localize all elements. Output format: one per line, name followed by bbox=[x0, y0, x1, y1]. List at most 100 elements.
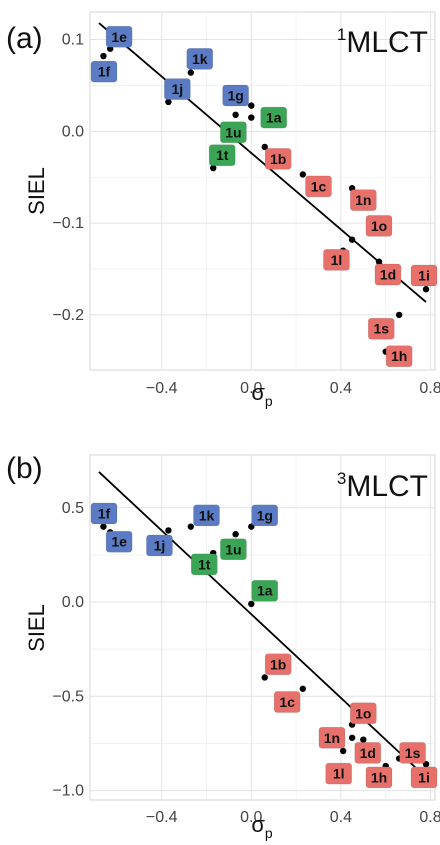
label-box bbox=[410, 766, 438, 789]
data-point-1f bbox=[100, 52, 107, 60]
data-point-1u bbox=[232, 530, 239, 538]
x-axis-title-a: σp bbox=[251, 380, 273, 409]
x-axis-sub-b: p bbox=[265, 825, 273, 841]
label-text: 1t bbox=[216, 147, 229, 163]
label-box bbox=[367, 317, 395, 340]
data-point-1b bbox=[261, 143, 268, 151]
label-box bbox=[318, 726, 346, 749]
label-text: 1j bbox=[172, 81, 184, 97]
label-box bbox=[222, 84, 249, 107]
point-label-1o: 1o bbox=[350, 702, 377, 725]
label-box bbox=[305, 175, 332, 198]
label-text: 1d bbox=[380, 267, 396, 283]
label-text: 1f bbox=[98, 505, 111, 521]
point-label-1g: 1g bbox=[251, 504, 279, 527]
label-box bbox=[208, 144, 236, 166]
label-box bbox=[190, 553, 218, 576]
x-axis-base-a: σ bbox=[251, 380, 265, 405]
data-point-1i bbox=[422, 286, 430, 293]
label-text: 1e bbox=[111, 534, 127, 550]
state-main-a: MLCT bbox=[346, 26, 428, 59]
label-box bbox=[105, 25, 133, 48]
data-points-a bbox=[100, 45, 430, 355]
label-box bbox=[365, 766, 393, 789]
point-label-1d: 1d bbox=[354, 742, 382, 764]
point-label-1h: 1h bbox=[365, 766, 393, 789]
point-label-1h: 1h bbox=[385, 345, 413, 368]
label-text: 1c bbox=[311, 178, 327, 194]
label-text: 1d bbox=[360, 745, 376, 761]
label-box bbox=[251, 504, 279, 527]
point-label-1o: 1o bbox=[365, 215, 393, 237]
data-point-1n bbox=[348, 734, 356, 741]
point-label-1e: 1e bbox=[105, 530, 133, 553]
label-box bbox=[410, 264, 438, 287]
point-label-1i: 1i bbox=[410, 766, 438, 789]
data-point-1s bbox=[395, 311, 403, 319]
point-label-1n: 1n bbox=[350, 189, 377, 211]
label-box bbox=[90, 60, 118, 83]
point-label-1j: 1j bbox=[164, 78, 191, 100]
label-box bbox=[193, 504, 220, 527]
x-axis-sub-a: p bbox=[265, 393, 273, 409]
label-text: 1b bbox=[270, 656, 286, 672]
x-axis-title-b: σp bbox=[251, 812, 273, 841]
label-text: 1k bbox=[192, 51, 208, 67]
label-box bbox=[325, 762, 352, 785]
state-sup-b: 3 bbox=[337, 469, 346, 488]
y-tick-label: 0.1 bbox=[62, 32, 84, 49]
point-label-1g: 1g bbox=[222, 84, 249, 107]
point-label-1f: 1f bbox=[90, 502, 118, 525]
point-label-1t: 1t bbox=[208, 144, 236, 166]
label-box bbox=[220, 121, 247, 144]
data-point-1a bbox=[248, 114, 255, 121]
x-tick-label: 0.8 bbox=[419, 380, 440, 397]
label-text: 1e bbox=[111, 29, 127, 45]
x-tick-label: 0.0 bbox=[240, 380, 262, 397]
label-text: 1i bbox=[418, 769, 430, 785]
data-point-1j bbox=[165, 527, 172, 534]
point-label-1u: 1u bbox=[220, 121, 247, 144]
label-box bbox=[164, 78, 191, 100]
point-label-1t: 1t bbox=[190, 553, 218, 576]
label-text: 1g bbox=[227, 88, 243, 104]
point-label-1c: 1c bbox=[305, 175, 332, 198]
label-box bbox=[105, 530, 133, 553]
label-text: 1f bbox=[98, 64, 111, 80]
point-label-1d: 1d bbox=[374, 263, 402, 286]
fit-line-a bbox=[98, 22, 427, 303]
label-text: 1l bbox=[333, 766, 345, 782]
point-label-1j: 1j bbox=[146, 534, 173, 557]
point-label-1e: 1e bbox=[105, 25, 133, 48]
label-text: 1a bbox=[266, 110, 282, 126]
point-label-1s: 1s bbox=[399, 742, 426, 764]
label-text: 1j bbox=[154, 537, 166, 553]
label-text: 1u bbox=[225, 124, 241, 140]
regression-line bbox=[98, 22, 427, 303]
point-label-1a: 1a bbox=[260, 106, 288, 129]
point-label-1a: 1a bbox=[251, 579, 279, 602]
data-point-1d bbox=[375, 258, 383, 265]
point-label-1k: 1k bbox=[186, 48, 214, 70]
label-box bbox=[365, 215, 393, 237]
label-box bbox=[350, 702, 377, 725]
label-text: 1a bbox=[257, 583, 273, 599]
x-axis-base-b: σ bbox=[251, 812, 265, 837]
panel-letter-a: (a) bbox=[6, 22, 43, 55]
label-text: 1t bbox=[198, 556, 211, 572]
label-box bbox=[251, 579, 279, 602]
x-tick-label: 0.0 bbox=[240, 809, 262, 826]
data-point-1k bbox=[187, 523, 195, 530]
state-main-b: MLCT bbox=[346, 470, 428, 503]
point-label-1c: 1c bbox=[273, 691, 301, 713]
label-text: 1h bbox=[371, 769, 387, 785]
y-tick-label: −1.0 bbox=[52, 783, 84, 800]
data-point-1o bbox=[348, 236, 356, 243]
label-box bbox=[354, 742, 382, 764]
data-point-1c bbox=[299, 685, 307, 692]
point-label-1s: 1s bbox=[367, 317, 395, 340]
